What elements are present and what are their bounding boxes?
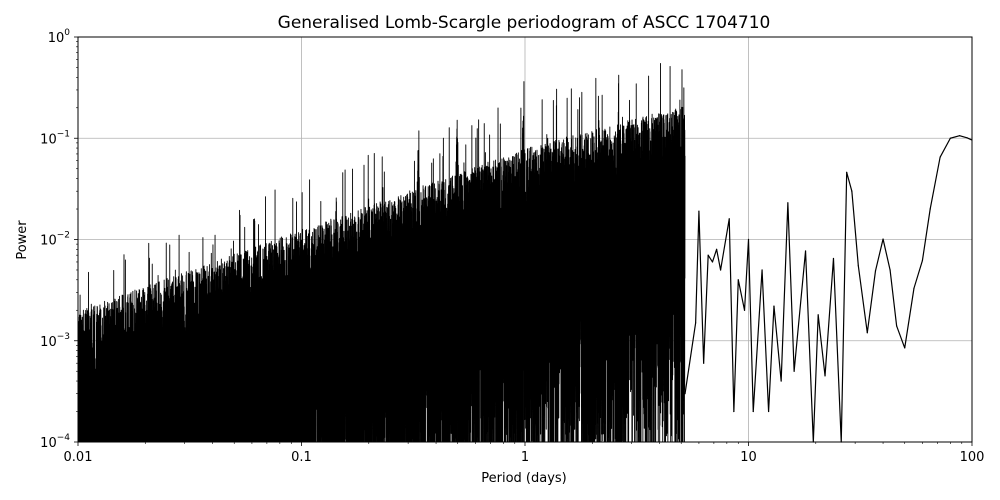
- series-point: [787, 202, 789, 204]
- series-point: [939, 156, 941, 158]
- series-point: [743, 309, 746, 311]
- series-point: [921, 259, 924, 262]
- series-point: [889, 269, 891, 271]
- series-point: [728, 218, 730, 220]
- series-point: [793, 370, 795, 372]
- series-point: [780, 380, 782, 382]
- series-point: [711, 261, 714, 263]
- plot-area: [77, 63, 973, 443]
- y-tick-label: 10−2: [40, 231, 70, 249]
- series-point: [904, 347, 906, 349]
- series-point: [851, 190, 853, 192]
- series-point: [949, 137, 951, 139]
- series-point: [913, 287, 915, 289]
- y-axis-label: Power: [15, 220, 30, 260]
- series-point: [773, 305, 775, 307]
- y-tick-label: 10−3: [40, 332, 70, 350]
- x-tick-label: 100: [960, 450, 985, 465]
- y-axis: 10−4 10−3 10−2 10−1 100: [40, 28, 78, 451]
- x-tick-label: 10: [740, 450, 757, 465]
- series-point: [874, 270, 877, 272]
- series-point: [684, 393, 686, 395]
- series-point: [719, 269, 722, 271]
- series-point: [824, 375, 826, 377]
- x-axis: 0.01 0.1 1 10 100: [64, 442, 985, 465]
- series-point: [896, 325, 898, 327]
- series-point: [817, 314, 819, 316]
- y-tick-label: 10−4: [40, 433, 70, 451]
- x-axis-label: Period (days): [481, 471, 567, 486]
- series-point: [737, 279, 739, 281]
- series-point: [804, 250, 807, 252]
- series-point: [832, 257, 835, 260]
- x-tick-label: 0.01: [64, 450, 93, 465]
- series-point: [767, 410, 770, 413]
- series-point: [958, 135, 961, 137]
- series-point: [846, 171, 848, 173]
- series-point: [703, 362, 705, 364]
- series-point: [733, 410, 735, 413]
- series-point: [857, 265, 859, 267]
- series-point: [966, 137, 968, 139]
- series-point: [866, 332, 868, 334]
- y-tick-label: 10−1: [40, 129, 70, 147]
- series-point: [882, 238, 884, 240]
- series-point: [695, 322, 697, 324]
- series-point: [929, 208, 931, 210]
- periodogram-noise-trace: [77, 63, 686, 443]
- series-point: [698, 210, 700, 212]
- y-tick-label: 100: [48, 28, 71, 46]
- series-point: [716, 248, 718, 250]
- series-point: [747, 238, 750, 241]
- x-tick-label: 1: [521, 450, 529, 465]
- series-point: [761, 269, 763, 271]
- series-point: [752, 410, 754, 413]
- x-tick-label: 0.1: [291, 450, 312, 465]
- series-point: [707, 254, 709, 256]
- chart-title: Generalised Lomb-Scargle periodogram of …: [278, 13, 771, 33]
